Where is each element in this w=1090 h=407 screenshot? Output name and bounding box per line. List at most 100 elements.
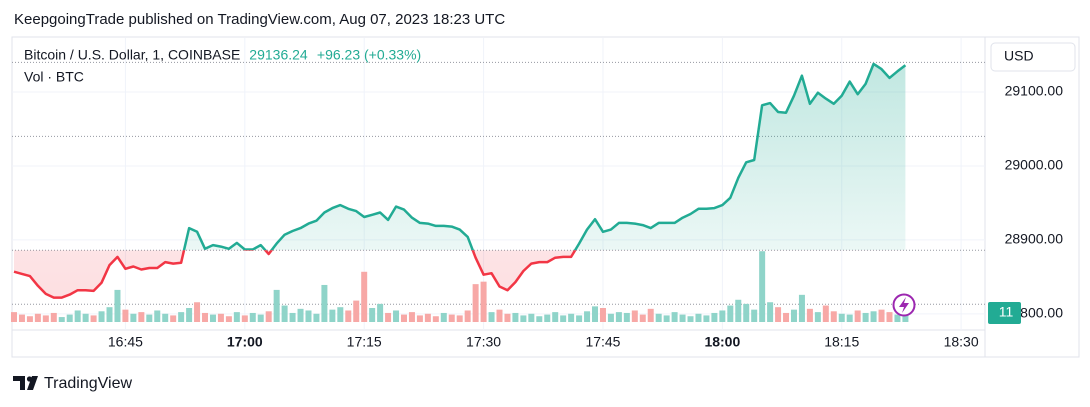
volume-legend: Vol · BTC	[24, 69, 84, 85]
volume-bar	[751, 309, 758, 322]
volume-bar	[584, 311, 591, 322]
volume-bar	[400, 314, 407, 322]
volume-bar	[297, 308, 304, 322]
volume-bar	[870, 311, 877, 322]
volume-bar	[886, 312, 893, 322]
volume-bar	[106, 307, 113, 322]
volume-bar	[822, 305, 829, 322]
volume-bar	[34, 313, 41, 322]
volume-bar	[878, 309, 885, 322]
volume-bar	[377, 303, 384, 322]
volume-bar	[393, 310, 400, 322]
volume-bar	[369, 308, 376, 322]
volume-bar	[178, 312, 185, 322]
alert-icon[interactable]	[892, 293, 916, 317]
volume-bar	[472, 284, 479, 322]
volume-bar	[703, 315, 710, 322]
volume-bar	[806, 308, 813, 322]
x-tick-label: 16:45	[108, 334, 143, 350]
volume-bar	[18, 314, 25, 322]
volume-bar	[416, 315, 423, 322]
volume-bar	[170, 315, 177, 322]
volume-bar	[50, 312, 57, 322]
x-tick-label: 18:15	[824, 334, 859, 350]
volume-bar	[98, 311, 105, 322]
volume-bar	[520, 315, 527, 322]
volume-bar	[639, 314, 646, 322]
volume-bar	[225, 316, 232, 322]
volume-bar	[448, 314, 455, 322]
volume-bar	[361, 271, 368, 322]
x-tick-label: 17:45	[585, 334, 620, 350]
volume-bar	[727, 305, 734, 322]
volume-bar	[607, 313, 614, 322]
volume-bar	[496, 309, 503, 322]
header: KeepgoingTrade published on TradingView.…	[14, 11, 505, 28]
volume-bar	[663, 315, 670, 322]
volume-bar	[592, 306, 599, 322]
volume-bar	[114, 289, 121, 322]
volume-bar	[122, 309, 129, 322]
volume-bar	[58, 317, 65, 322]
volume-bar	[790, 309, 797, 322]
currency[interactable]: USD	[1004, 48, 1034, 64]
volume-bar	[82, 313, 89, 322]
x-tick-label: 18:00	[704, 334, 740, 350]
volume-bar	[265, 311, 272, 322]
volume-bar	[767, 302, 774, 322]
volume-bar	[568, 313, 575, 322]
volume-bar	[504, 313, 511, 322]
volume-bar	[655, 313, 662, 322]
volume-bar	[679, 314, 686, 322]
y-tick-label: 29000.00	[1005, 157, 1064, 173]
footer: TradingView	[44, 375, 132, 392]
last-price: 29136.24	[249, 47, 308, 63]
volume-bar	[194, 302, 201, 322]
volume-bar	[202, 312, 209, 322]
volume-bar	[862, 312, 869, 322]
volume-bar	[432, 316, 439, 322]
volume-bar	[647, 308, 654, 322]
volume-bar	[385, 312, 392, 322]
plot	[11, 62, 909, 322]
volume-bar	[281, 305, 288, 322]
volume-bar	[241, 315, 248, 322]
volume-bar	[66, 314, 73, 322]
volume-badge	[988, 301, 1021, 324]
volume-bar	[488, 312, 495, 322]
volume-bar	[544, 314, 551, 322]
volume-bar	[623, 312, 630, 322]
symbol: Bitcoin / U.S. Dollar, 1, COINBASE	[24, 47, 240, 63]
x-tick-label: 17:15	[347, 334, 382, 350]
volume-bar	[759, 251, 766, 322]
volume-bar	[783, 312, 790, 322]
volume-bar	[536, 316, 543, 322]
volume-bar	[154, 310, 161, 322]
volume-bar	[353, 300, 360, 322]
volume-bar	[695, 313, 702, 322]
volume-bar	[615, 312, 622, 322]
volume-bar	[329, 309, 336, 322]
volume-badge-label: 11	[999, 304, 1014, 320]
volume-bar	[26, 316, 33, 322]
volume-bar	[464, 310, 471, 322]
volume-bar	[257, 314, 264, 322]
volume-bar	[345, 310, 352, 322]
volume-bar	[599, 308, 606, 322]
volume-bar	[743, 303, 750, 322]
volume-bar	[209, 314, 216, 322]
volume-bar	[408, 312, 415, 322]
volume-bar	[162, 313, 169, 322]
volume-bar	[233, 312, 240, 322]
price-line-up	[182, 62, 907, 251]
x-tick-label: 17:00	[227, 334, 263, 350]
volume-bar	[846, 314, 853, 322]
area-down	[14, 250, 576, 298]
volume-bar	[671, 312, 678, 322]
volume-bar	[902, 312, 909, 322]
currency-button[interactable]	[990, 42, 1076, 72]
footer-logo	[13, 376, 38, 390]
volume-bar	[798, 294, 805, 322]
